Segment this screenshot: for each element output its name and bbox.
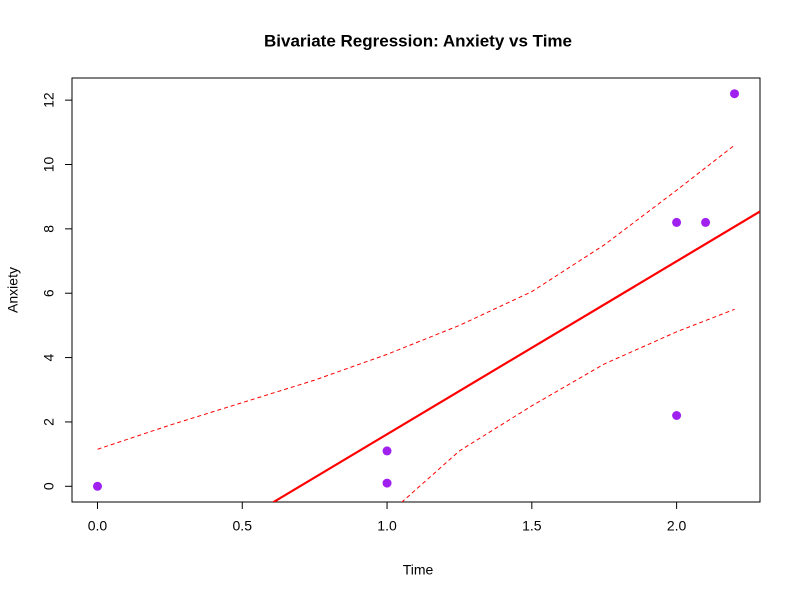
x-tick-label: 0.5 [233, 518, 253, 534]
y-tick-label: 4 [41, 353, 57, 361]
point [672, 217, 682, 227]
x-axis-label: Time [403, 562, 434, 578]
y-tick-label: 10 [41, 157, 57, 173]
y-tick-label: 12 [41, 92, 57, 108]
chart-title: Bivariate Regression: Anxiety vs Time [264, 31, 572, 50]
y-tick-label: 0 [41, 482, 57, 490]
point [382, 478, 392, 488]
plot-frame [71, 77, 761, 503]
plot-area [92, 89, 760, 502]
x-tick-label: 1.0 [377, 518, 397, 534]
y-tick-label: 8 [41, 225, 57, 233]
point [382, 446, 392, 456]
confidence-band [97, 144, 735, 450]
regression-line [272, 210, 760, 502]
y-tick-label: 2 [41, 418, 57, 426]
x-tick-label: 0.0 [88, 518, 108, 534]
confidence-band [401, 308, 735, 502]
point [730, 89, 740, 99]
point [701, 217, 711, 227]
y-tick-label: 6 [41, 289, 57, 297]
point [672, 411, 682, 421]
x-tick-label: 1.5 [522, 518, 542, 534]
point [92, 481, 102, 491]
x-tick-label: 2.0 [667, 518, 687, 534]
y-axis-label: Anxiety [5, 267, 21, 313]
